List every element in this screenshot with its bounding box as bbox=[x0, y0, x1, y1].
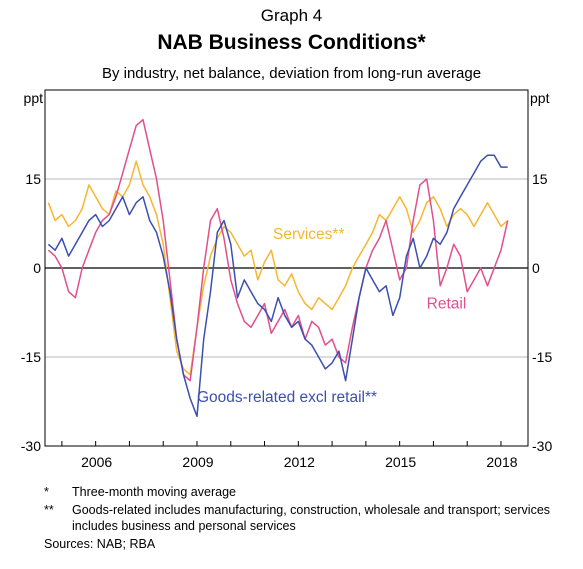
chart-title: NAB Business Conditions* bbox=[157, 31, 426, 54]
footnote-2: ** Goods-related includes manufacturing,… bbox=[44, 502, 564, 534]
footnote-mark: * bbox=[44, 485, 49, 499]
series-line-2 bbox=[47, 154, 508, 418]
footnote-1: * Three-month moving average bbox=[44, 484, 564, 500]
footnote-mark: ** bbox=[44, 503, 54, 517]
graph-label: Graph 4 bbox=[260, 6, 323, 25]
y-tick-label-left: 0 bbox=[33, 260, 41, 276]
y-tick-label-right: -15 bbox=[532, 349, 552, 365]
series-line-1 bbox=[47, 118, 509, 382]
chart-subtitle: By industry, net balance, deviation from… bbox=[101, 65, 482, 82]
footnote-text: Three-month moving average bbox=[72, 485, 236, 499]
y-tick-label-left: 15 bbox=[25, 171, 41, 187]
y-tick-label-right: -30 bbox=[532, 438, 552, 454]
x-tick-label: 2015 bbox=[385, 454, 416, 470]
y-axis-label-right: ppt bbox=[530, 90, 550, 106]
sources: Sources: NAB; RBA bbox=[44, 537, 156, 551]
footnotes: * Three-month moving average ** Goods-re… bbox=[44, 484, 564, 552]
footnote-text: Goods-related includes manufacturing, co… bbox=[72, 503, 551, 533]
x-tick-label: 2009 bbox=[182, 454, 213, 470]
y-axis-label-left: ppt bbox=[24, 90, 44, 106]
y-tick-label-right: 0 bbox=[532, 260, 540, 276]
y-tick-label-right: 15 bbox=[532, 171, 548, 187]
x-tick-label: 2018 bbox=[486, 454, 517, 470]
series-annotation: Retail bbox=[427, 295, 467, 312]
series-annotation: Goods-related excl retail** bbox=[197, 389, 377, 406]
y-tick-label-left: -15 bbox=[21, 349, 41, 365]
series-line-0 bbox=[47, 160, 509, 376]
series-annotation: Services** bbox=[273, 226, 345, 243]
plot-frame bbox=[44, 89, 529, 447]
y-tick-label-left: -30 bbox=[21, 438, 41, 454]
x-tick-label: 2006 bbox=[81, 454, 112, 470]
x-tick-label: 2012 bbox=[284, 454, 315, 470]
